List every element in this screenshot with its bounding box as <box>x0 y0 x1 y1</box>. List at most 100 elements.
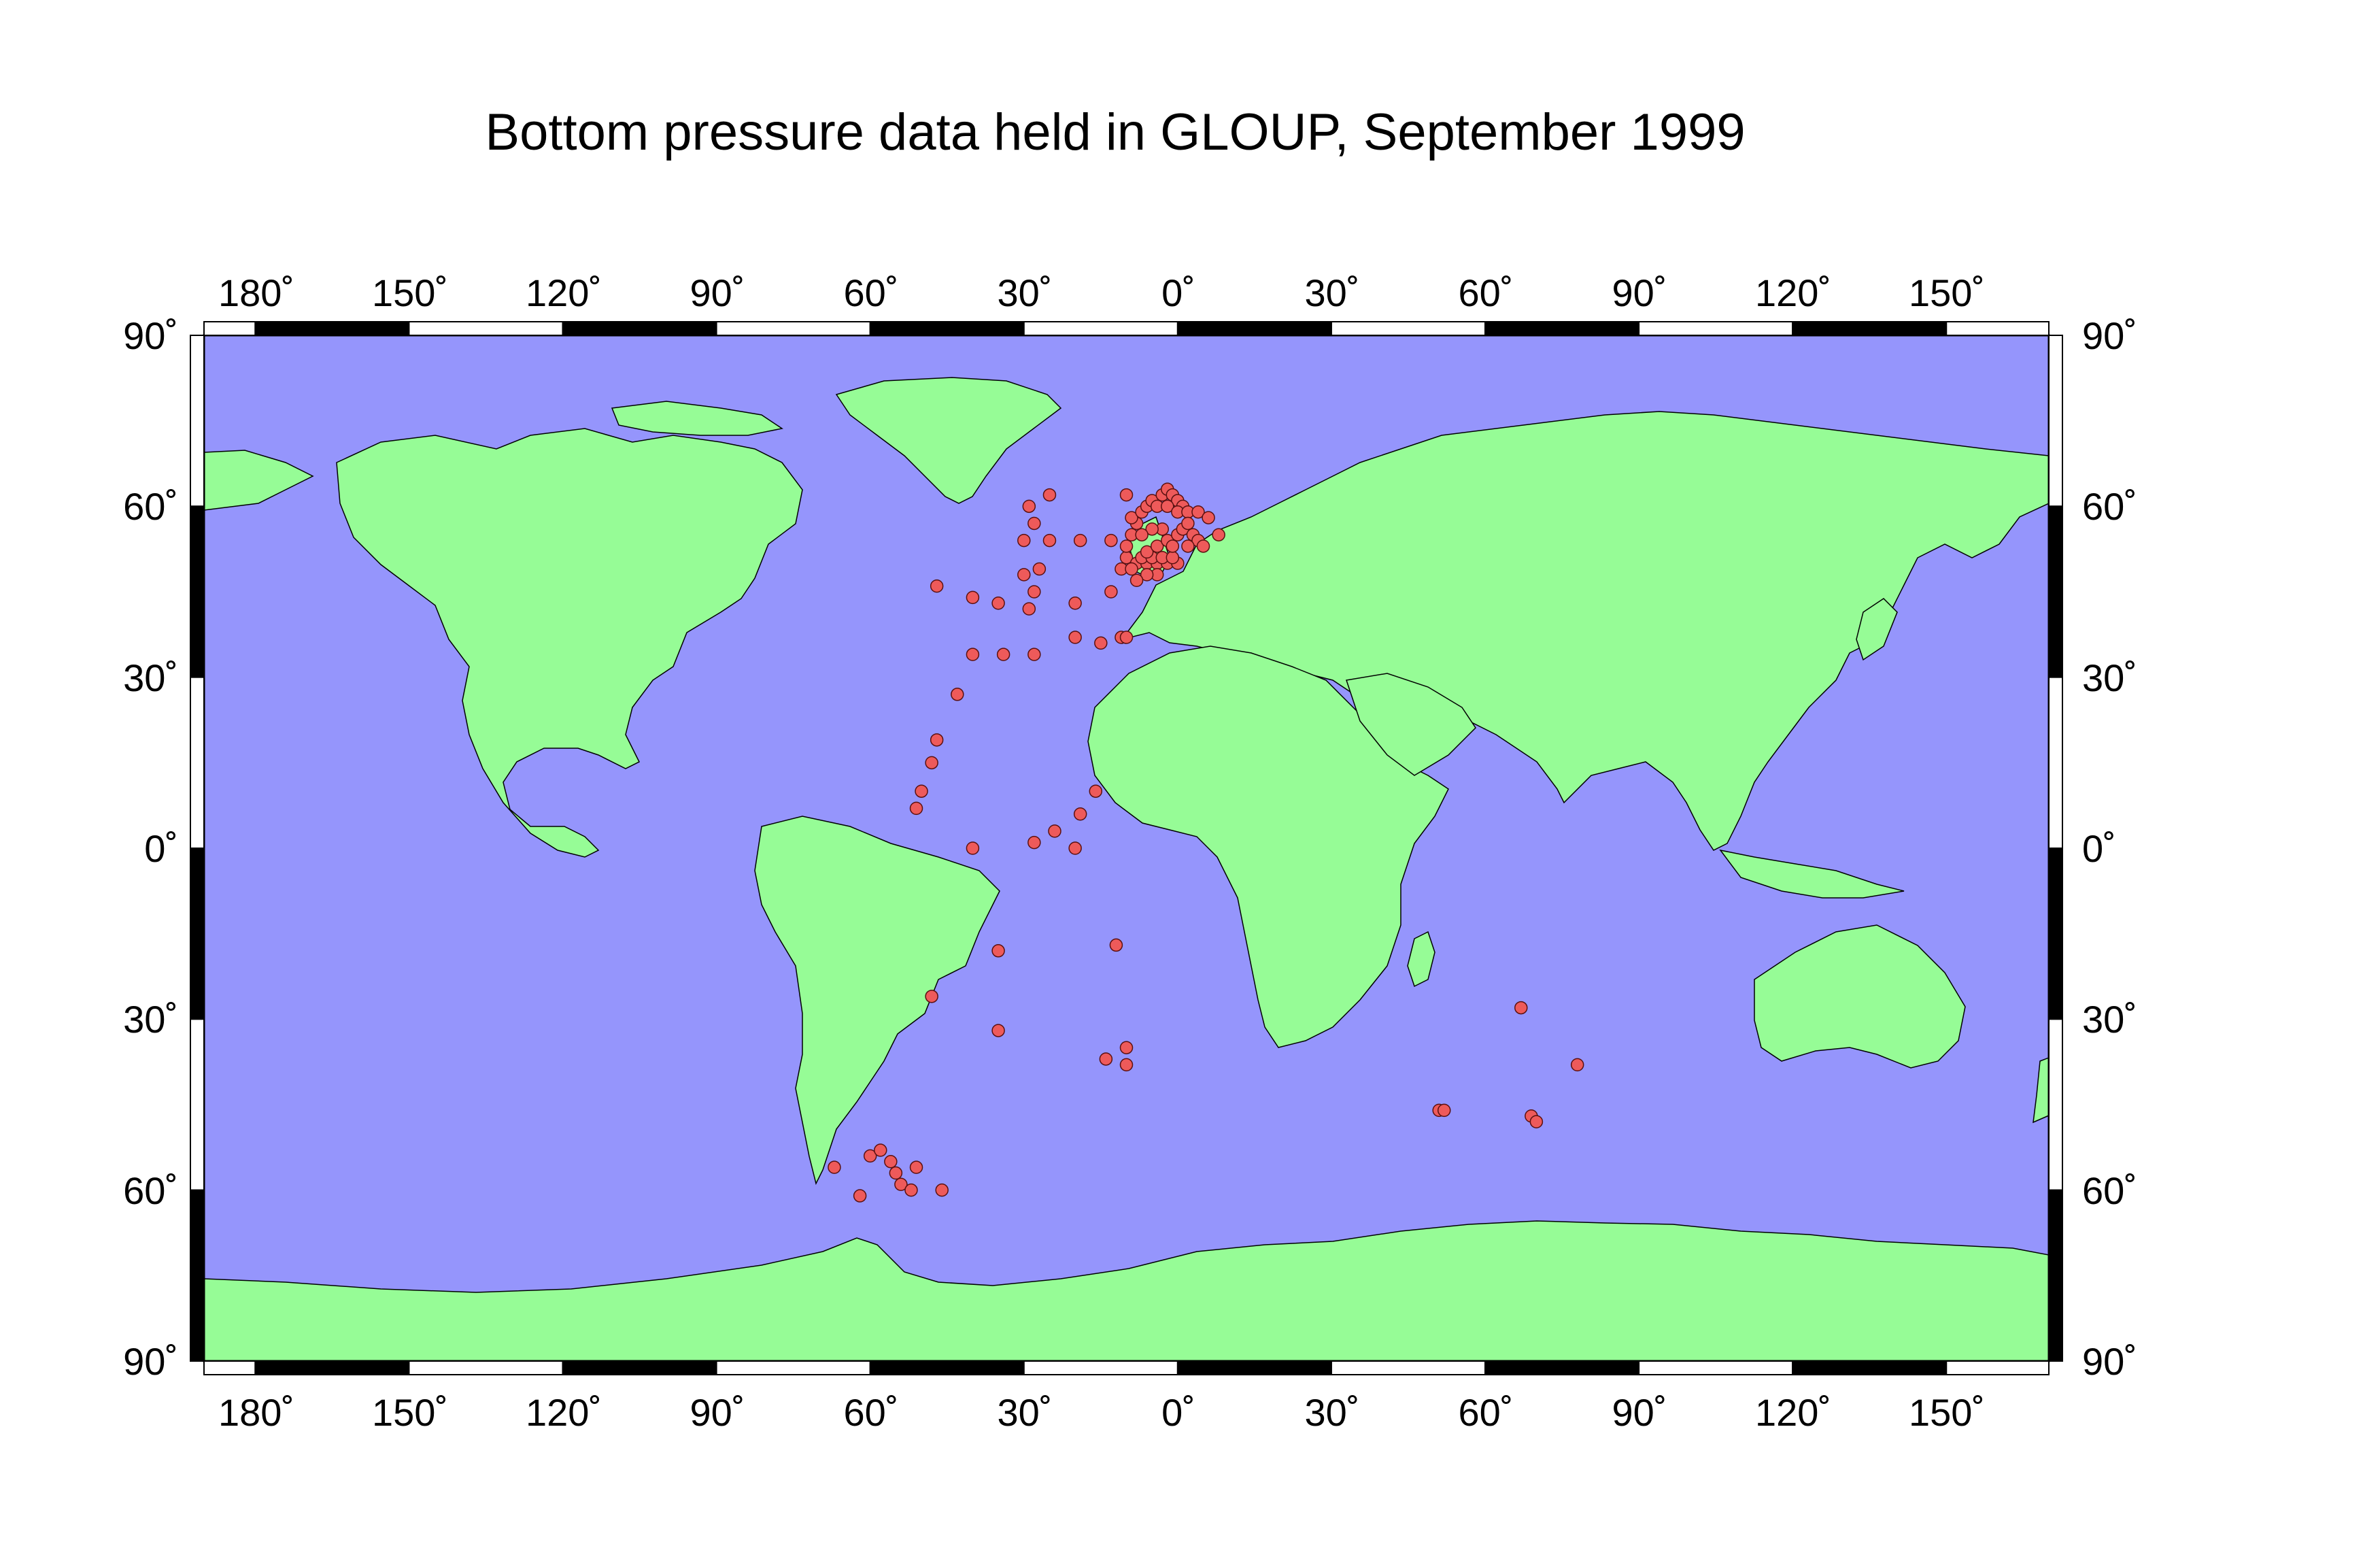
station-marker <box>966 648 980 661</box>
frame-segment <box>869 1360 1025 1375</box>
station-marker <box>1068 631 1082 644</box>
landmass-madagascar <box>1407 931 1435 988</box>
tick-label: 60˚ <box>844 1391 899 1434</box>
landmass-indonesia <box>1719 849 1905 899</box>
station-marker <box>1135 528 1149 541</box>
tick-label: 60˚ <box>123 1169 178 1212</box>
station-marker <box>1027 835 1041 850</box>
tick-label: 180˚ <box>218 271 294 314</box>
frame-segment <box>2048 335 2063 507</box>
frame-segment <box>2048 676 2063 850</box>
station-marker <box>1570 1058 1584 1072</box>
frame-segment <box>2048 848 2063 1020</box>
station-marker <box>1119 1058 1134 1072</box>
tick-label: 120˚ <box>1755 1391 1831 1434</box>
station-marker <box>1529 1115 1544 1128</box>
station-marker <box>1125 562 1138 576</box>
frame-segment <box>203 1360 256 1375</box>
station-marker <box>1104 533 1118 548</box>
tick-label: 150˚ <box>372 271 448 314</box>
station-marker <box>925 756 938 770</box>
tick-label: 90˚ <box>2082 314 2137 357</box>
station-marker <box>1166 550 1180 565</box>
station-marker <box>1099 1052 1113 1066</box>
station-marker <box>1027 516 1041 531</box>
frame-segment <box>1945 321 2050 336</box>
landmass-japan <box>1856 598 1898 661</box>
land-masses <box>204 377 2049 1361</box>
station-marker <box>1166 539 1180 553</box>
station-marker <box>991 1024 1005 1037</box>
frame-segment <box>1638 1360 1794 1375</box>
frame-segment <box>190 1018 205 1191</box>
station-marker <box>1181 516 1195 531</box>
station-marker <box>1094 636 1108 650</box>
station-marker <box>991 944 1005 958</box>
station-marker <box>996 648 1010 661</box>
frame-segment <box>190 505 205 678</box>
station-marker <box>925 990 938 1003</box>
tick-label: 120˚ <box>526 271 602 314</box>
station-marker <box>1212 528 1225 541</box>
station-marker <box>935 1183 949 1197</box>
landmass-south-america <box>754 816 1000 1186</box>
station-marker <box>1125 511 1138 524</box>
frame-segment <box>1792 1360 1948 1375</box>
station-marker <box>930 579 944 593</box>
top-longitude-labels: 180˚ 150˚ 120˚ 90˚ 60˚ 30˚ 0˚ 30˚ 60˚ 90… <box>218 271 1985 314</box>
frame-segment <box>2048 1189 2063 1362</box>
frame-segment <box>254 1360 410 1375</box>
frame-segment <box>1792 321 1948 336</box>
station-marker <box>1437 1103 1451 1118</box>
tick-label: 90˚ <box>123 314 178 357</box>
tick-label: 60˚ <box>2082 485 2137 528</box>
station-marker <box>1022 602 1036 616</box>
landmass-new-zealand <box>2033 1057 2049 1124</box>
station-marker <box>1145 522 1159 536</box>
bottom-longitude-labels: 180˚ 150˚ 120˚ 90˚ 60˚ 30˚ 0˚ 30˚ 60˚ 90… <box>218 1391 1985 1434</box>
station-marker <box>1032 562 1047 576</box>
station-marker <box>1022 499 1036 514</box>
frame-segment <box>190 676 205 850</box>
frame-segment <box>1176 321 1332 336</box>
station-marker <box>1017 568 1031 582</box>
station-marker <box>1068 597 1082 610</box>
tick-label: 30˚ <box>2082 998 2137 1041</box>
station-marker <box>863 1149 877 1163</box>
station-marker <box>1042 533 1057 548</box>
frame-segment <box>190 848 205 1020</box>
station-marker <box>1129 573 1144 587</box>
landmass-antarctica <box>204 1220 2049 1361</box>
landmass-alaska <box>204 450 314 511</box>
tick-label: 90˚ <box>690 1391 745 1434</box>
station-marker <box>1109 938 1123 952</box>
tick-label: 0˚ <box>1161 271 1195 314</box>
frame-segment <box>1945 1360 2050 1375</box>
station-marker <box>1150 539 1164 553</box>
frame-segment <box>190 335 205 507</box>
frame-segment <box>1638 321 1794 336</box>
station-marker <box>1089 784 1103 798</box>
map-title: Bottom pressure data held in GLOUP, Sept… <box>485 103 1745 161</box>
frame-segment <box>562 321 717 336</box>
station-marker <box>1140 568 1154 582</box>
station-marker <box>828 1160 841 1174</box>
tick-label: 90˚ <box>690 271 745 314</box>
station-marker <box>904 1183 918 1197</box>
station-markers <box>828 482 1584 1203</box>
station-marker <box>1140 545 1154 559</box>
tick-label: 150˚ <box>1909 1391 1985 1434</box>
tick-label: 90˚ <box>123 1340 178 1383</box>
tick-label: 120˚ <box>1755 271 1831 314</box>
station-marker <box>1104 585 1118 599</box>
station-marker <box>930 733 944 747</box>
station-marker <box>1073 807 1087 821</box>
frame-segment <box>562 1360 717 1375</box>
tick-label: 30˚ <box>1305 271 1360 314</box>
station-marker <box>1068 841 1082 855</box>
station-marker <box>966 841 980 855</box>
tick-label: 60˚ <box>844 271 899 314</box>
tick-label: 60˚ <box>2082 1169 2137 1212</box>
tick-label: 30˚ <box>2082 656 2137 699</box>
